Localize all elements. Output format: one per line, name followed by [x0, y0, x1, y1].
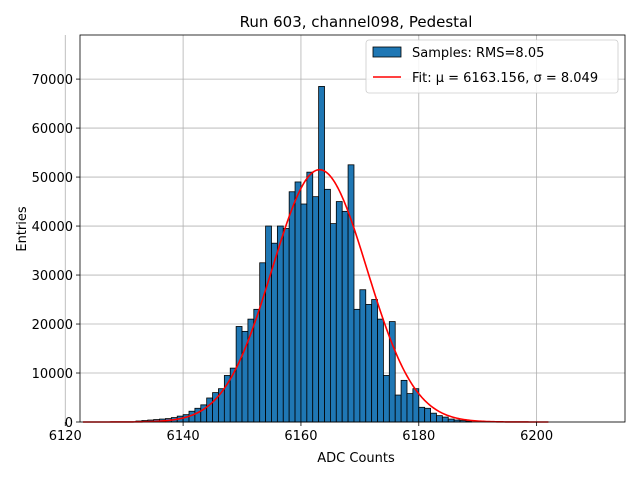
histogram-bar	[347, 164, 355, 423]
y-tick-label: 40000	[32, 220, 73, 235]
histogram-bar	[300, 203, 308, 423]
y-tick-label: 50000	[32, 171, 73, 186]
histogram-bar	[430, 412, 437, 423]
histogram-bar	[223, 375, 231, 423]
x-axis-title: ADC Counts	[317, 451, 395, 466]
histogram-bar	[253, 308, 261, 423]
histogram-bar	[383, 375, 390, 423]
histogram-bar	[436, 415, 443, 423]
y-axis-ticks: 0 10000 20000 30000 40000 50000 60000 70000	[32, 73, 80, 431]
histogram-bar	[359, 289, 367, 423]
y-axis-title: Entries	[15, 206, 30, 252]
gaussian-fit-curve	[82, 168, 549, 423]
plot-area-frame	[79, 34, 626, 423]
x-tick-label: 6180	[402, 429, 435, 444]
histogram-bar	[335, 201, 343, 423]
histogram-bar	[330, 223, 337, 423]
histogram-bar	[288, 191, 296, 423]
histogram-bar	[353, 308, 361, 423]
y-tick-label: 60000	[32, 122, 73, 137]
histogram-bar	[324, 188, 331, 423]
histogram-bar	[259, 262, 266, 423]
histogram-bar	[424, 407, 431, 423]
histogram-bar	[441, 416, 449, 423]
histogram-bar	[318, 86, 325, 423]
chart-title: Run 603, channel098, Pedestal	[240, 13, 473, 31]
histogram-bar	[276, 225, 284, 423]
y-tick-label: 20000	[32, 318, 73, 333]
legend-box	[365, 39, 619, 94]
x-axis-ticks: 6120 6140 6160 6180 6200	[49, 422, 553, 444]
x-tick-label: 6140	[167, 429, 200, 444]
fit-curve-layer	[82, 168, 549, 423]
histogram-bar	[377, 318, 384, 423]
histogram-bar	[400, 379, 408, 423]
histogram-bar	[235, 326, 243, 423]
histogram-bar	[294, 181, 302, 423]
histogram-bar	[194, 407, 202, 423]
histogram-bar	[447, 418, 455, 423]
histogram-bar	[282, 228, 290, 423]
y-tick-label: 30000	[32, 269, 73, 284]
y-tick-label: 0	[65, 416, 73, 431]
histogram-bar	[341, 210, 349, 423]
histogram-bar	[406, 393, 414, 423]
histogram-bar	[365, 304, 373, 423]
y-tick-label: 10000	[32, 367, 73, 382]
x-tick-label: 6120	[49, 429, 82, 444]
legend-histogram-label: Samples: RMS=8.05	[412, 46, 544, 61]
histogram-bar	[265, 225, 272, 423]
histogram-bar	[371, 299, 378, 423]
histogram-bar	[206, 397, 213, 423]
histogram-bar	[306, 171, 314, 423]
legend-histogram-swatch	[372, 46, 402, 58]
x-tick-label: 6160	[284, 429, 317, 444]
y-tick-label: 70000	[32, 73, 73, 88]
legend-fit-label: Fit: μ = 6163.156, σ = 8.049	[412, 71, 598, 86]
histogram-bar	[394, 394, 402, 423]
histogram-bars	[135, 86, 473, 423]
histogram-bar	[418, 406, 426, 423]
histogram-bar	[312, 196, 320, 423]
legend: Samples: RMS=8.05 Fit: μ = 6163.156, σ =…	[365, 39, 619, 94]
x-tick-label: 6200	[520, 429, 553, 444]
